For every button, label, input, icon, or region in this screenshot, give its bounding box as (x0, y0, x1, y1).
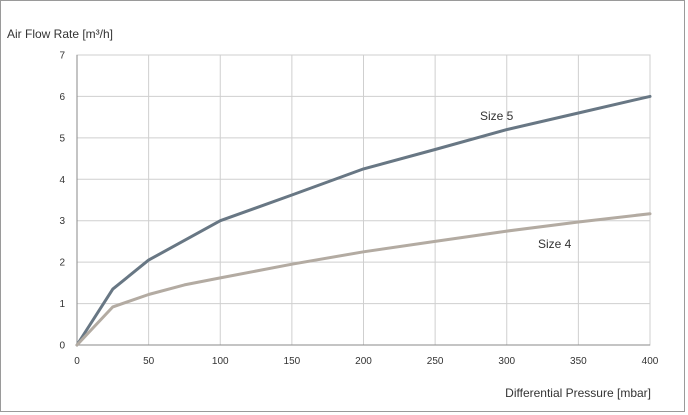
y-tick-label: 3 (59, 216, 65, 227)
y-tick-label: 6 (59, 92, 65, 103)
y-tick-label: 4 (59, 175, 65, 186)
y-tick-label: 1 (59, 299, 65, 310)
x-tick-label: 0 (74, 356, 80, 367)
y-axis-label: Air Flow Rate [m³/h] (7, 27, 113, 41)
gridlines (76, 54, 651, 346)
axes (76, 55, 650, 346)
x-tick-label: 100 (212, 356, 229, 367)
x-tick-label: 400 (642, 356, 659, 367)
x-tick-label: 250 (427, 356, 444, 367)
x-tick-label: 350 (570, 356, 587, 367)
y-tick-label: 0 (59, 341, 65, 352)
x-tick-label: 150 (284, 356, 301, 367)
series-line-size-5 (75, 94, 652, 347)
series-line-size-4 (75, 212, 652, 347)
x-tick-labels: 0 50 100 150 200 250 300 350 400 (74, 356, 659, 367)
x-axis-label: Differential Pressure [mbar] (505, 386, 651, 400)
x-tick-label: 300 (498, 356, 515, 367)
y-tick-label: 2 (59, 258, 65, 269)
series-label-size-5: Size 5 (480, 109, 514, 123)
y-tick-label: 7 (59, 51, 65, 62)
series-label-size-4: Size 4 (538, 237, 572, 251)
y-tick-label: 5 (59, 133, 65, 144)
y-tick-labels: 0 1 2 3 4 5 6 7 (59, 51, 65, 352)
series-lines (75, 94, 652, 347)
x-tick-label: 200 (355, 356, 372, 367)
x-tick-label: 50 (143, 356, 155, 367)
